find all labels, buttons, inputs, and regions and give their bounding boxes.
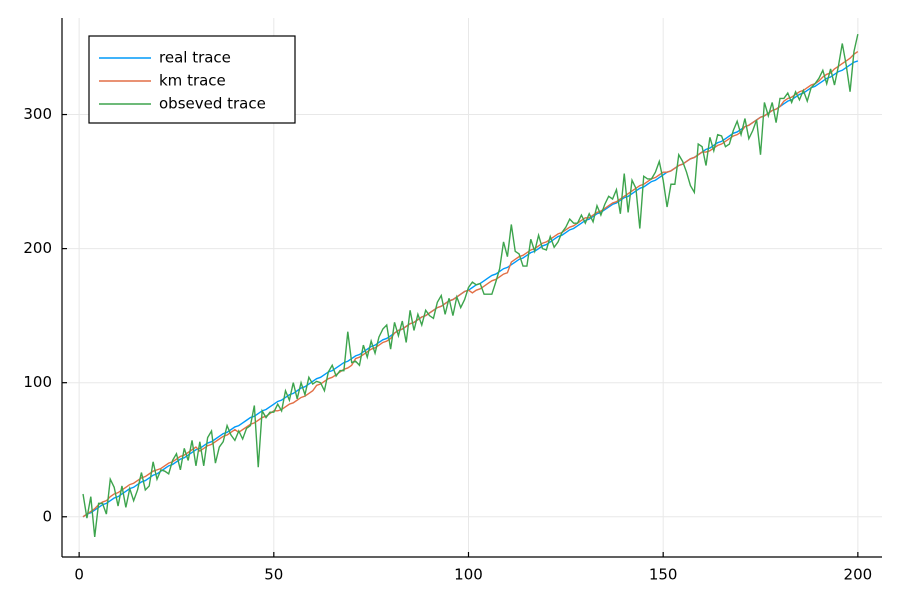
y-tick-label: 100 — [23, 373, 52, 391]
y-tick-label: 0 — [42, 507, 52, 525]
legend-label: km trace — [159, 72, 226, 90]
legend-box — [88, 35, 296, 124]
x-tick-label: 50 — [264, 566, 283, 584]
series-line — [82, 50, 859, 518]
x-tick-label: 100 — [454, 566, 483, 584]
x-tick-label: 150 — [649, 566, 678, 584]
x-tick-label: 0 — [74, 566, 84, 584]
x-tick-label: 200 — [844, 566, 873, 584]
series-line — [82, 33, 859, 537]
y-tick-label: 300 — [23, 105, 52, 123]
legend-label: real trace — [159, 49, 231, 67]
y-tick-label: 200 — [23, 239, 52, 257]
legend-label: obseved trace — [159, 95, 266, 113]
